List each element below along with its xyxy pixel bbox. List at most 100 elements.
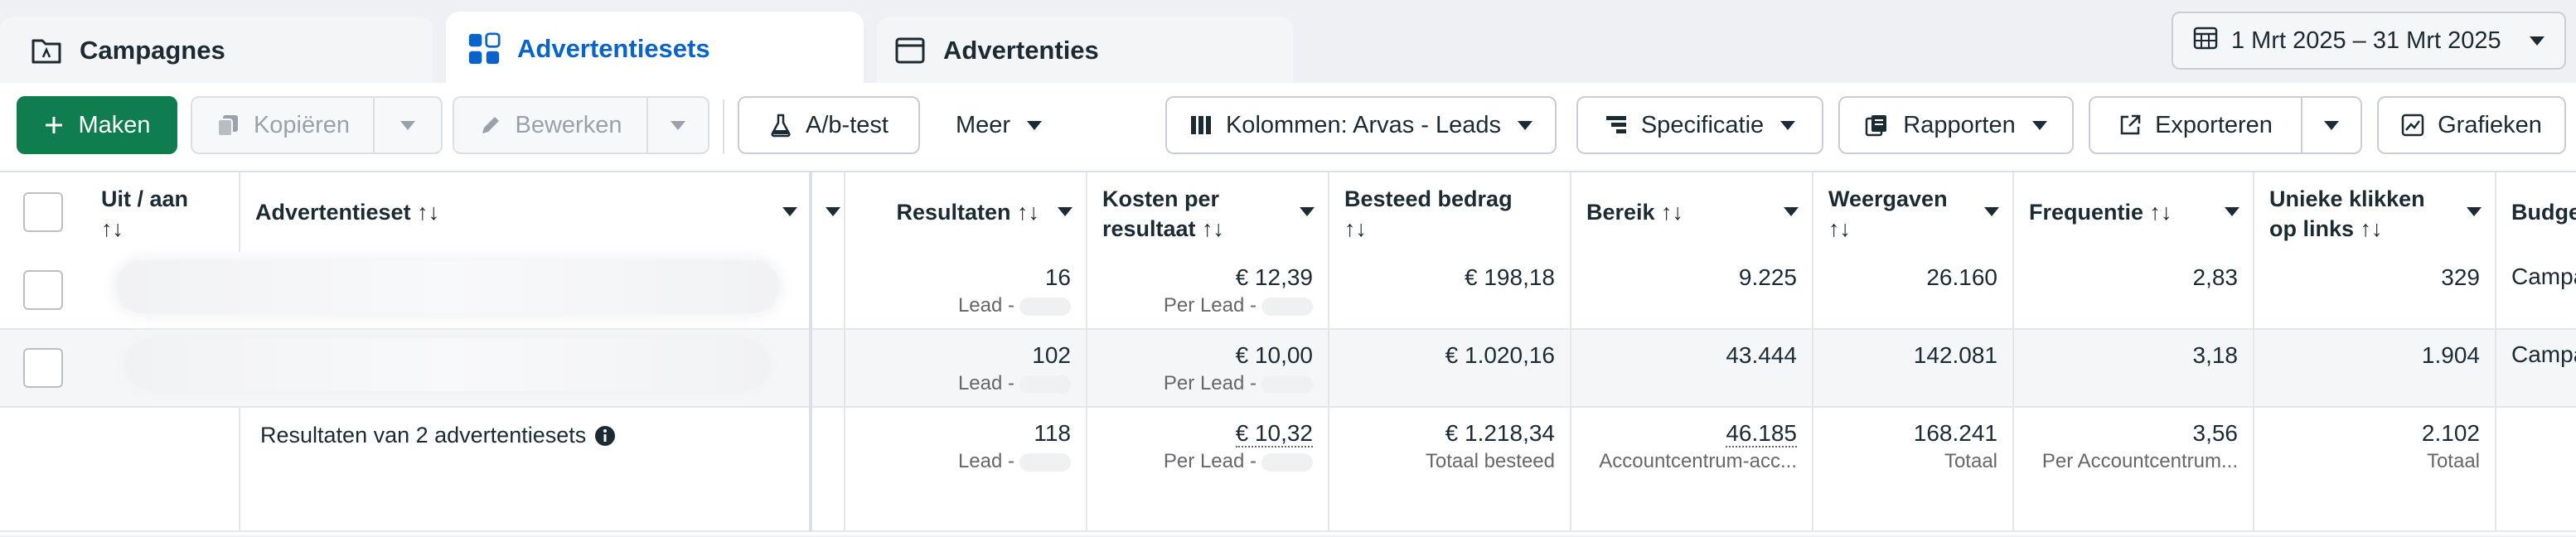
ab-test-button[interactable]: A/b-test: [738, 96, 920, 154]
flask-icon: [769, 113, 792, 138]
column-amount-spent[interactable]: Besteed bedrag ↑↓: [1329, 172, 1571, 252]
column-label: Frequentie ↑↓: [2029, 200, 2172, 225]
column-label: Weergaven: [1828, 186, 1948, 211]
tab-campagnes[interactable]: Campagnes: [0, 17, 433, 85]
sort-icon[interactable]: ↑↓: [1828, 216, 1851, 241]
column-divider: [239, 408, 240, 532]
copy-button[interactable]: Kopiëren: [191, 96, 375, 154]
column-toggle[interactable]: Uit / aan ↑↓: [86, 172, 240, 252]
chevron-down-icon[interactable]: [782, 207, 797, 216]
chart-icon: [2401, 114, 2424, 137]
tab-bar: Campagnes Advertentiesets Advertenties 1…: [0, 0, 2576, 86]
summary-label: Resultaten van 2 advertentiesets: [260, 423, 587, 448]
reach-total-cell: 46.185 Accountcentrum-acc...: [1599, 420, 1797, 472]
spend-cell: € 198,18: [1465, 264, 1555, 290]
cpr-total-cell: € 10,32 Per Lead -: [1163, 420, 1313, 472]
date-range-label: 1 Mrt 2025 – 31 Mrt 2025: [2231, 27, 2501, 54]
export-button[interactable]: Exporteren: [2089, 96, 2302, 154]
column-divider: [1086, 172, 1087, 532]
chevron-down-icon: [671, 120, 685, 130]
chevron-down-icon[interactable]: [1300, 207, 1315, 216]
chevron-down-icon[interactable]: [1984, 207, 1999, 216]
breakdown-icon: [1605, 114, 1628, 136]
date-range-picker[interactable]: 1 Mrt 2025 – 31 Mrt 2025: [2172, 12, 2566, 70]
chevron-down-icon[interactable]: [826, 207, 840, 216]
sort-icon[interactable]: ↑↓: [101, 216, 123, 241]
column-adset[interactable]: Advertentieset ↑↓: [240, 172, 812, 252]
column-budget[interactable]: Budget: [2496, 172, 2576, 252]
column-divider: [2253, 172, 2254, 532]
create-button[interactable]: Maken: [17, 96, 177, 154]
column-results[interactable]: Resultaten ↑↓: [845, 172, 1087, 252]
column-label: Budget: [2511, 200, 2576, 225]
row-checkbox[interactable]: [23, 270, 63, 310]
results-cell: 16 Lead -: [957, 264, 1071, 317]
column-divider: [1328, 172, 1329, 532]
columns-icon: [1189, 114, 1213, 136]
chevron-down-icon[interactable]: [1058, 207, 1073, 216]
main-panel: Maken Kopiëren Bewerken A/b-test Meer Ko…: [0, 83, 2576, 535]
column-label: Uit / aan: [101, 186, 189, 211]
cpr-cell: € 12,39 Per Lead -: [1163, 264, 1313, 317]
column-impressions[interactable]: Weergaven ↑↓: [1813, 172, 2014, 252]
reach-cell: 9.225: [1738, 264, 1797, 290]
chevron-down-icon: [400, 120, 415, 130]
chevron-down-icon: [1518, 120, 1533, 130]
column-label: Kosten per: [1102, 186, 1220, 211]
chevron-down-icon: [2530, 36, 2545, 46]
budget-cell: Campa: [2511, 264, 2576, 289]
edit-dropdown[interactable]: [646, 96, 709, 154]
columns-label: Kolommen: Arvas - Leads: [1225, 111, 1502, 138]
frequency-cell: 2,83: [2192, 264, 2239, 290]
column-cost-per-result[interactable]: Kosten per resultaat ↑↓: [1087, 172, 1329, 252]
reports-button[interactable]: Rapporten: [1838, 96, 2074, 154]
chevron-down-icon: [2031, 120, 2047, 130]
reach-cell: 43.444: [1726, 342, 1797, 368]
columns-button[interactable]: Kolommen: Arvas - Leads: [1165, 96, 1557, 154]
select-all-checkbox[interactable]: [23, 192, 63, 232]
charts-label: Grafieken: [2438, 111, 2542, 138]
impressions-cell: 26.160: [1926, 264, 1997, 290]
column-unique-link-clicks[interactable]: Unieke klikken op links ↑↓: [2254, 172, 2496, 252]
info-icon[interactable]: [594, 425, 616, 447]
chevron-down-icon[interactable]: [1784, 207, 1799, 216]
copy-dropdown[interactable]: [373, 96, 443, 154]
create-label: Maken: [78, 111, 151, 138]
tab-label: Advertenties: [943, 36, 1099, 65]
tab-advertentiesets[interactable]: Advertentiesets: [446, 12, 864, 86]
column-frequency[interactable]: Frequentie ↑↓: [2014, 172, 2254, 252]
table-row[interactable]: 102 Lead - € 10,00 Per Lead - € 1.020,16 4…: [0, 330, 2576, 408]
export-dropdown[interactable]: [2301, 96, 2362, 154]
redacted-adset-name[interactable]: [124, 338, 771, 391]
window-icon: [893, 34, 927, 67]
reports-icon: [1865, 114, 1890, 137]
clicks-total-cell: 2.102 Totaal: [2421, 420, 2480, 472]
reports-label: Rapporten: [1903, 111, 2016, 138]
edit-button[interactable]: Bewerken: [453, 96, 648, 154]
column-hidden[interactable]: [812, 172, 845, 252]
ab-test-label: A/b-test: [806, 111, 889, 138]
frozen-column-divider[interactable]: [809, 172, 812, 532]
chevron-down-icon[interactable]: [2467, 207, 2482, 216]
column-reach[interactable]: Bereik ↑↓: [1571, 172, 1813, 252]
charts-button[interactable]: Grafieken: [2377, 96, 2566, 154]
more-button[interactable]: Meer: [933, 96, 1064, 154]
row-checkbox[interactable]: [23, 348, 63, 388]
spend-cell: € 1.020,16: [1445, 342, 1555, 368]
column-label: Besteed bedrag: [1344, 186, 1513, 211]
redacted-adset-name[interactable]: [116, 260, 779, 313]
export-label: Exporteren: [2155, 111, 2273, 138]
chevron-down-icon[interactable]: [2225, 207, 2239, 216]
summary-row: Resultaten van 2 advertentiesets 118 Lead…: [0, 408, 2576, 532]
tab-advertenties[interactable]: Advertenties: [877, 17, 1293, 85]
tab-label: Campagnes: [80, 36, 225, 65]
breakdown-button[interactable]: Specificatie: [1576, 96, 1823, 154]
clicks-cell: 329: [2441, 264, 2480, 290]
table-row[interactable]: 16 Lead - € 12,39 Per Lead - € 198,18 9.22…: [0, 252, 2576, 330]
results-cell: 102 Lead -: [957, 342, 1071, 394]
calendar-icon: [2193, 25, 2218, 56]
copy-label: Kopiëren: [253, 111, 351, 138]
sort-icon[interactable]: ↑↓: [1344, 216, 1367, 241]
copy-icon: [215, 113, 240, 138]
adsets-table: Uit / aan ↑↓ Advertentieset ↑↓ Resultate…: [0, 171, 2576, 537]
